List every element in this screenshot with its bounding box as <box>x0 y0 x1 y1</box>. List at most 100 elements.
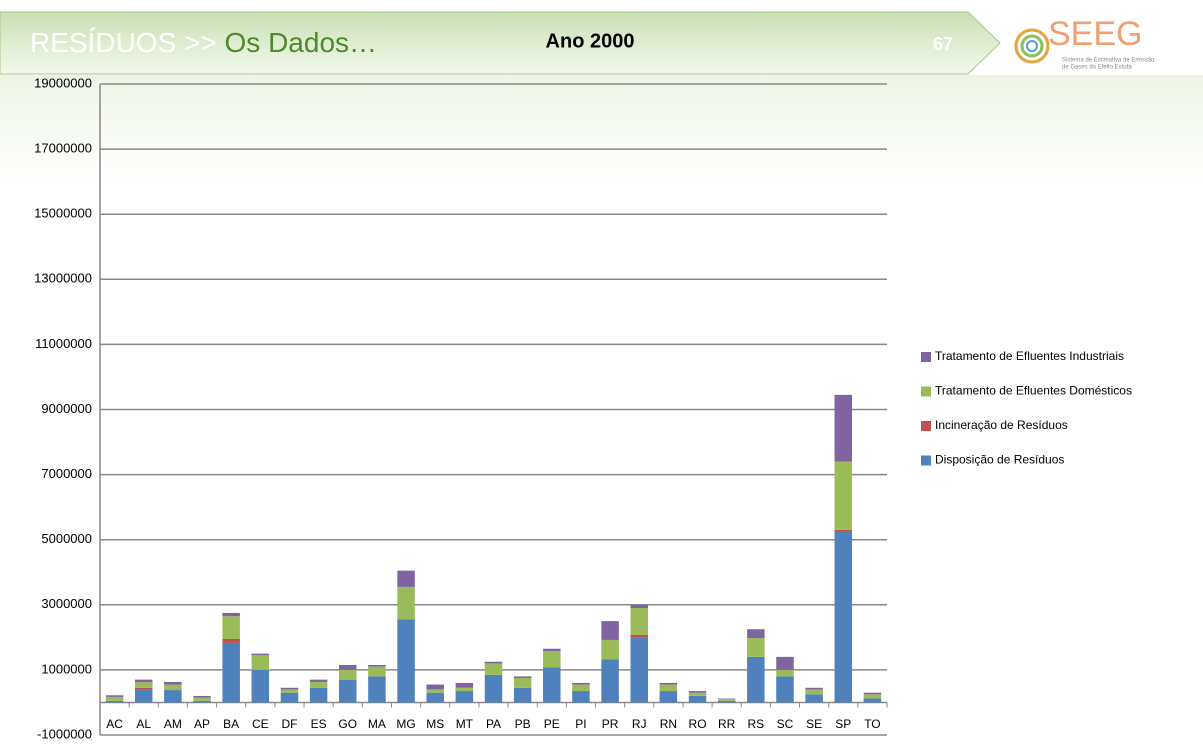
bar-segment <box>455 691 474 703</box>
bar-segment <box>426 692 444 703</box>
x-tick-label: MT <box>456 717 474 731</box>
bar-segment <box>280 692 299 703</box>
legend-swatch <box>921 386 931 397</box>
chart-title: Ano 2000 <box>546 30 635 52</box>
bar-segment <box>484 663 503 675</box>
bar-segment <box>222 642 240 703</box>
y-tick-label: 17000000 <box>34 141 92 156</box>
y-tick-label: 15000000 <box>34 206 92 221</box>
x-tick-label: AL <box>136 717 151 731</box>
bar-segment <box>397 619 415 703</box>
bar-segment <box>134 682 153 688</box>
bar-segment <box>630 634 648 638</box>
bar-segment <box>805 687 823 690</box>
x-tick-label: RJ <box>632 717 647 731</box>
y-tick-label: 5000000 <box>41 531 92 546</box>
x-tick-label: CE <box>252 717 269 731</box>
x-tick-label: AP <box>194 717 210 731</box>
section: RESÍDUOS >> Os Dados… <box>30 27 377 58</box>
bar-segment <box>368 676 386 703</box>
bar-segment <box>776 669 794 677</box>
bar-segment <box>717 700 736 703</box>
bar-segment <box>863 694 882 699</box>
x-tick-label: RO <box>689 717 707 731</box>
y-tick-label: 13000000 <box>34 271 92 286</box>
section-name: RESÍDUOS <box>30 27 176 58</box>
bar-segment <box>134 679 153 683</box>
bar-segment <box>105 700 124 703</box>
x-tick-label: MG <box>396 717 415 731</box>
y-tick-label: -1000000 <box>37 726 92 741</box>
bar-segment <box>601 639 619 660</box>
y-tick-label: 11000000 <box>35 336 92 351</box>
logo-line: Sistema de Estimativa de Emissão <box>1062 58 1155 64</box>
y-tick-label: 19000000 <box>34 75 92 90</box>
bar-segment <box>222 616 240 639</box>
subtitle: Os Dados… <box>225 27 378 58</box>
bar-segment <box>747 656 765 703</box>
bar-segment <box>193 697 211 701</box>
bar-segment <box>339 665 357 670</box>
bar-segment <box>339 679 357 703</box>
bar-segment <box>164 690 182 703</box>
x-tick-label: BA <box>223 717 239 731</box>
x-tick-label: PE <box>544 717 560 731</box>
bar-segment <box>572 691 590 703</box>
bar-segment <box>513 676 532 679</box>
bar-segment <box>455 687 474 692</box>
bar-segment <box>309 687 328 703</box>
bar-segment <box>513 678 532 688</box>
bar-segment <box>222 638 240 643</box>
x-tick-label: MA <box>368 717 386 731</box>
bar-segment <box>834 529 853 532</box>
logo-ring <box>1020 34 1044 58</box>
bar-segment <box>659 691 678 703</box>
bar-segment <box>280 687 299 690</box>
x-tick-label: RR <box>718 717 736 731</box>
bar-segment <box>309 681 328 688</box>
logo: SEEG Sistema de Estimativa de Emissão de… <box>1014 15 1155 71</box>
bar-segment <box>251 655 270 670</box>
bar-segment <box>688 692 707 696</box>
legend-label: Disposição de Resíduos <box>935 453 1064 467</box>
bar-segment <box>543 648 561 652</box>
separator: >> <box>184 27 217 58</box>
legend-swatch <box>921 455 931 466</box>
bar-segment <box>513 687 532 703</box>
x-tick-label: ES <box>311 717 327 731</box>
bar-segment <box>397 570 415 587</box>
bar-segment <box>630 608 648 635</box>
bar-segment <box>572 682 590 685</box>
legend-swatch <box>921 421 931 431</box>
bar-segment <box>776 676 794 703</box>
x-tick-label: PI <box>575 717 586 731</box>
x-tick-label: MS <box>426 717 444 731</box>
bar-segment <box>251 653 270 656</box>
bar-segment <box>426 684 444 690</box>
bar-segment <box>717 699 736 701</box>
bar-segment <box>630 604 648 609</box>
bar-segment <box>193 700 211 703</box>
legend-label: Tratamento de Efluentes Domésticos <box>935 384 1132 398</box>
y-tick-label: 3000000 <box>41 596 92 611</box>
legend-swatch <box>921 352 931 362</box>
bar-segment <box>105 695 124 697</box>
bar-segment <box>426 689 444 693</box>
bar-segment <box>572 684 590 692</box>
bar-segment <box>484 674 503 703</box>
x-tick-label: GO <box>338 717 357 731</box>
bar-segment <box>193 695 211 698</box>
x-tick-label: SP <box>835 717 851 731</box>
bar-segment <box>455 682 474 688</box>
x-tick-label: PR <box>602 717 619 731</box>
bar-segment <box>630 637 648 703</box>
x-tick-label: PA <box>486 717 501 731</box>
logo-name: SEEG <box>1048 15 1142 53</box>
y-tick-label: 1000000 <box>41 661 92 676</box>
bar-segment <box>834 461 853 530</box>
bar-segment <box>601 621 619 640</box>
logo-ring <box>1014 28 1050 64</box>
legend-label: Incineração de Resíduos <box>935 418 1068 432</box>
